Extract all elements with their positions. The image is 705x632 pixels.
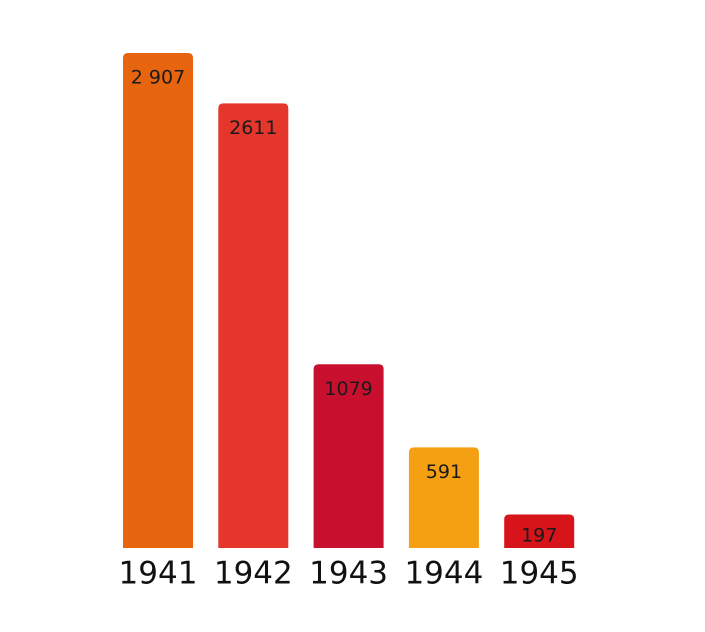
x-tick-label: 1943: [309, 556, 388, 592]
x-tick-label: 1944: [404, 556, 483, 592]
value-label: 2611: [229, 117, 277, 139]
x-tick-label: 1942: [214, 556, 293, 592]
value-label: 197: [521, 525, 557, 547]
value-label: 1079: [324, 378, 372, 400]
value-label: 591: [426, 461, 462, 483]
bar: [313, 364, 384, 548]
bar: [504, 514, 575, 548]
bar: [123, 53, 193, 548]
x-tick-label: 1945: [500, 556, 579, 592]
bar: [218, 103, 289, 549]
value-label: 2 907: [131, 67, 185, 89]
x-tick-label: 1941: [119, 556, 198, 592]
bar: [408, 447, 479, 548]
